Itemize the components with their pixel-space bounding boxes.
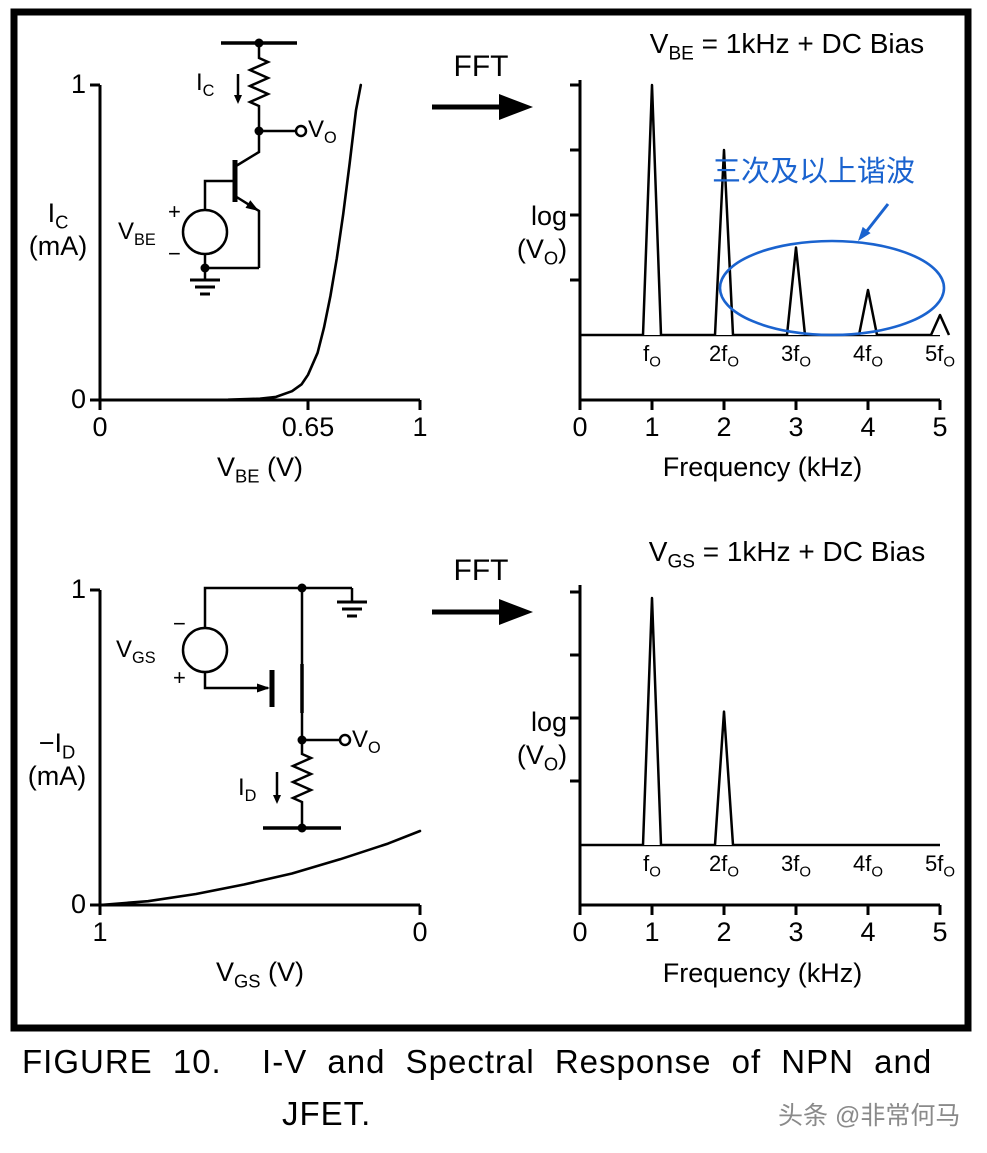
x-tick-label: 4 [860,917,876,947]
npn-fft-ylabel-line2: (VO) [516,234,568,269]
figure-caption-line2: JFET. [282,1095,372,1132]
harmonic-label: 4fO [853,851,883,881]
x-tick-label: 1 [92,917,108,947]
npn-fft-xlabel: Frequency (kHz) [662,452,863,482]
x-tick-label: 2 [716,917,732,947]
npn-vo-label: VO [308,116,337,147]
npn-minus-sign: − [168,241,181,266]
x-tick-label: 0.65 [281,412,335,442]
harmonic-peak [857,288,879,336]
fft-label-top: FFT [453,50,509,83]
harmonics-ellipse [718,239,946,337]
annotation-arrowhead [858,226,871,241]
jfet-fft-xlabel: Frequency (kHz) [662,958,863,988]
id-current-arrowhead [273,795,281,804]
jfet-fft-ylabel-line2: (VO) [516,740,568,775]
base-lead [203,179,235,210]
harmonic-peak [641,83,663,336]
x-tick-label: 5 [932,917,948,947]
npn-iv-xlabel: VBE (V) [216,452,303,487]
x-tick-label: 1 [412,412,428,442]
iv-curve [98,829,422,907]
jfet-iv-ylabel-line2: (mA) [27,761,87,791]
ic-current-arrowhead [234,95,242,104]
jfet-vo-label: VO [352,726,381,757]
top-wire [203,586,352,628]
npn-fft-title: VBE = 1kHz + DC Bias [649,28,925,65]
harmonic-label: 5fO [925,851,955,881]
harmonic-label: 4fO [853,341,883,371]
arrow-head [499,599,533,625]
jfet-minus-sign: − [173,611,186,636]
junction-dot [254,38,264,48]
jfet-iv-xlabel: VGS (V) [215,957,305,992]
collector-lead [235,131,261,168]
jfet-fft-ylabel-line1: log [530,707,568,737]
jfet-circuit [181,583,367,833]
y-tick-label: 1 [70,69,86,99]
harmonic-label: 3fO [781,341,811,371]
jfet-plus-sign: + [173,665,186,690]
x-tick-label: 3 [788,917,804,947]
harmonic-label: fO [643,851,661,881]
vbe-source [181,208,229,256]
harmonic-label: 2fO [709,851,739,881]
x-tick-label: 0 [92,412,108,442]
annotation-arrow [864,203,890,233]
x-tick-label: 4 [860,412,876,442]
watermark: 头条 @非常何马 [778,1102,961,1130]
harmonic-peak [641,596,663,846]
vo-terminal [338,733,352,747]
fft-arrow-bottom [432,599,533,625]
x-tick-label: 5 [932,412,948,442]
y-tick-label: 0 [70,384,86,414]
jfet-iv-ylabel-line1: −ID [38,728,76,763]
harmonic-label: 5fO [925,341,955,371]
npn-vbe-label: VBE [118,218,156,249]
npn-iv-ylabel-line2: (mA) [28,231,88,261]
harmonic-label: fO [643,341,661,371]
x-tick-label: 3 [788,412,804,442]
harmonic-peak [713,710,735,846]
npn-ic-label: IC [196,69,215,100]
npn-fft-ylabel-line1: log [530,201,568,231]
vgs-source [181,626,229,674]
gate-lead [203,672,268,690]
harmonic-peak [785,246,807,336]
gate-arrowhead [257,683,270,693]
x-tick-label: 0 [412,917,428,947]
y-tick-label: 0 [70,889,86,919]
harmonics-annotation-label: 三次及以上谐波 [712,156,916,188]
x-tick-label: 0 [572,917,588,947]
iv-curve [105,83,363,402]
fft-label-bottom: FFT [453,554,509,587]
fft-arrow-top [432,94,533,120]
emitter-arrowhead [245,200,259,211]
jfet-fft-title: VGS = 1kHz + DC Bias [648,536,926,573]
collector-resistor [246,47,272,127]
harmonic-label: 3fO [781,851,811,881]
harmonic-label: 2fO [709,341,739,371]
jfet-vgs-label: VGS [116,636,156,667]
x-tick-label: 1 [644,917,660,947]
figure-caption-line1: FIGURE 10. I-V and Spectral Response of … [22,1043,933,1080]
arrow-head [499,94,533,120]
x-tick-label: 2 [716,412,732,442]
vo-terminal [294,124,308,138]
npn-circuit [181,38,308,296]
figure-border [10,8,972,1032]
junction-dot [200,263,210,273]
jfet-id-label: ID [238,774,257,805]
npn-plus-sign: + [168,199,181,224]
harmonic-peak [929,313,951,336]
y-tick-label: 1 [70,574,86,604]
source-resistor [289,740,315,828]
x-tick-label: 0 [572,412,588,442]
x-tick-label: 1 [644,412,660,442]
npn-iv-ylabel-line1: IC [47,198,69,233]
